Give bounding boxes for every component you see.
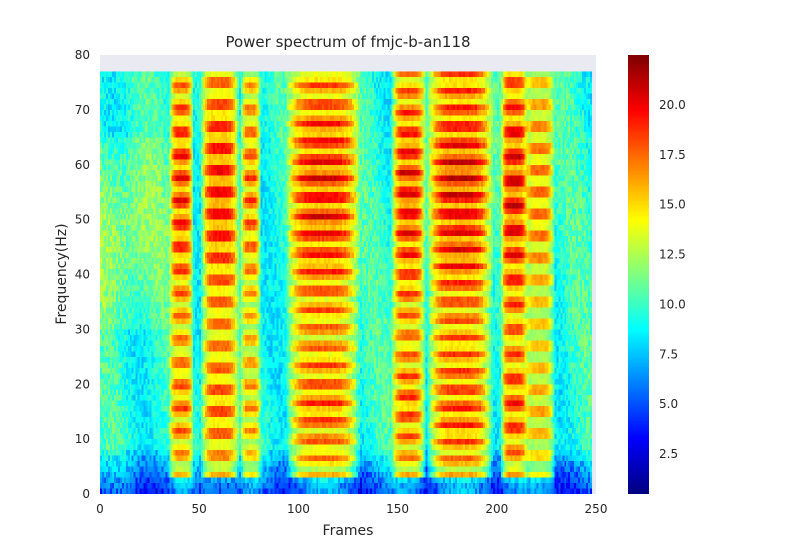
x-tick-label: 150 — [386, 502, 409, 516]
colorbar-tick-label: 5.0 — [659, 397, 678, 411]
y-axis-label: Frequency(Hz) — [54, 223, 70, 324]
chart-title: Power spectrum of fmjc-b-an118 — [225, 33, 470, 51]
y-tick-label: 50 — [75, 213, 90, 227]
colorbar-tick-label: 17.5 — [659, 148, 686, 162]
x-tick-label: 50 — [192, 502, 207, 516]
heatmap-cells — [100, 71, 593, 495]
colorbar-tick-label: 7.5 — [659, 347, 678, 361]
colorbar-tick-label: 20.0 — [659, 98, 686, 112]
colorbar-gradient — [628, 55, 649, 494]
y-axis-ticks: 0 10 20 30 40 50 60 70 80 — [75, 48, 90, 501]
y-tick-label: 10 — [75, 432, 90, 446]
plot-area — [100, 55, 596, 495]
y-tick-label: 0 — [82, 487, 90, 501]
colorbar-tick-label: 15.0 — [659, 198, 686, 212]
y-tick-label: 80 — [75, 48, 90, 62]
colorbar-tick-label: 12.5 — [659, 248, 686, 262]
y-tick-label: 40 — [75, 268, 90, 282]
heatmap-image — [100, 71, 593, 495]
y-tick-label: 30 — [75, 322, 90, 336]
x-axis-label: Frames — [323, 523, 374, 539]
colorbar-tick-label: 2.5 — [659, 447, 678, 461]
y-tick-label: 70 — [75, 103, 90, 117]
x-tick-label: 0 — [96, 502, 104, 516]
x-axis-ticks: 0 50 100 150 200 250 — [96, 502, 607, 516]
y-tick-label: 60 — [75, 158, 90, 172]
y-tick-label: 20 — [75, 377, 90, 391]
x-tick-label: 200 — [485, 502, 508, 516]
colorbar-tick-label: 10.0 — [659, 297, 686, 311]
colorbar-ticks: 2.5 5.0 7.5 10.0 12.5 15.0 17.5 20.0 — [659, 98, 686, 461]
colorbar: 2.5 5.0 7.5 10.0 12.5 15.0 17.5 20.0 — [628, 55, 686, 494]
x-tick-label: 250 — [585, 502, 608, 516]
x-tick-label: 100 — [287, 502, 310, 516]
